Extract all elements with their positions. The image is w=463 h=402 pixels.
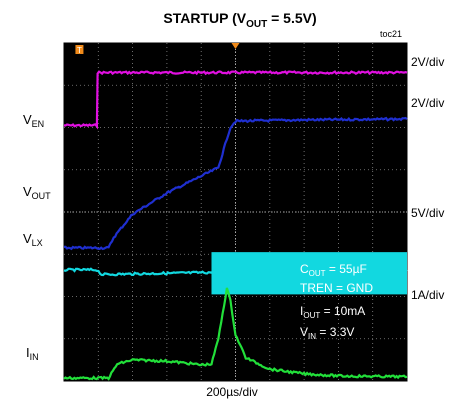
scale-label-iin: 1A/div (411, 288, 444, 302)
trigger-marker-label: T (77, 46, 82, 55)
series-vlx (63, 267, 408, 277)
chart-title: STARTUP (VOUT = 5.5V) (163, 10, 316, 30)
scale-label-vlx: 5V/div (411, 206, 444, 220)
scale-label-vout: 2V/div (411, 96, 444, 110)
condition-vin: VIN = 3.3V (300, 325, 354, 341)
condition-tren: TREN = GND (300, 281, 373, 295)
channel-label-ven: VEN (23, 112, 44, 129)
condition-cout: COUT = 55µF (300, 262, 367, 278)
trigger-marker (75, 45, 84, 54)
channel-label-vout: VOUT (23, 184, 51, 201)
series-ven (63, 70, 408, 130)
series-iin (63, 287, 408, 381)
figure-id: toc21 (380, 29, 402, 39)
condition-iout: IOUT = 10mA (300, 304, 365, 320)
trigger-position-marker (231, 43, 240, 49)
waveforms: T (63, 43, 408, 381)
scale-label-ven: 2V/div (411, 55, 444, 69)
x-axis-label: 200µs/div (206, 385, 258, 399)
channel-label-iin: IIN (26, 345, 39, 362)
channel-label-vlx: VLX (23, 231, 43, 248)
series-vout (64, 116, 408, 251)
series-vlx-switching (211, 252, 407, 295)
